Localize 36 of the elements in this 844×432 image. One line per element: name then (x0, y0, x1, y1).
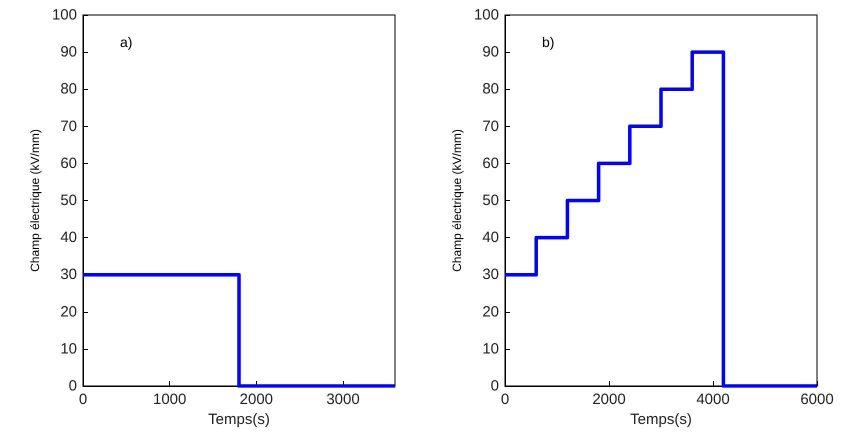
y-tick-label: 100 (52, 6, 77, 24)
x-tick-label: 2000 (592, 391, 626, 408)
x-tick-label: 4000 (696, 391, 730, 408)
y-tick-label: 90 (482, 44, 499, 61)
x-tick-label: 0 (500, 391, 510, 408)
y-tick-label: 30 (60, 266, 77, 284)
y-tick-label: 90 (60, 44, 77, 61)
y-tick-label: 70 (60, 118, 77, 135)
y-tick-label: 40 (482, 229, 499, 246)
y-tick-label: 40 (60, 229, 77, 246)
x-tick-label: 2000 (240, 391, 274, 408)
x-tick-label: 1000 (152, 391, 186, 408)
x-axis-title: Temps(s) (630, 410, 692, 428)
annotation: a) (120, 34, 132, 50)
y-tick-label: 50 (60, 192, 77, 209)
y-axis-title: Champ électrique (kV/mm) (450, 129, 464, 272)
y-axis-title: Champ électrique (kV/mm) (28, 129, 42, 272)
y-tick-label: 80 (60, 80, 77, 98)
x-tick-label: 3000 (326, 391, 360, 408)
y-tick-label: 60 (60, 154, 77, 172)
y-tick-label: 0 (68, 378, 77, 394)
y-tick-label: 50 (482, 192, 499, 209)
y-tick-label: 70 (482, 118, 499, 135)
y-tick-label: 60 (482, 154, 499, 172)
annotation: b) (542, 34, 554, 50)
y-tick-label: 20 (60, 303, 77, 320)
y-tick-label: 100 (474, 6, 499, 24)
y-tick-label: 0 (490, 378, 499, 394)
y-tick-label: 80 (482, 80, 499, 98)
x-tick-label: 0 (78, 391, 88, 408)
y-tick-label: 30 (482, 266, 499, 284)
y-tick-label: 10 (60, 340, 77, 358)
y-tick-label: 20 (482, 303, 499, 320)
x-axis-title: Temps(s) (208, 410, 270, 428)
x-tick-label: 6000 (800, 391, 834, 408)
y-tick-label: 10 (482, 340, 499, 358)
